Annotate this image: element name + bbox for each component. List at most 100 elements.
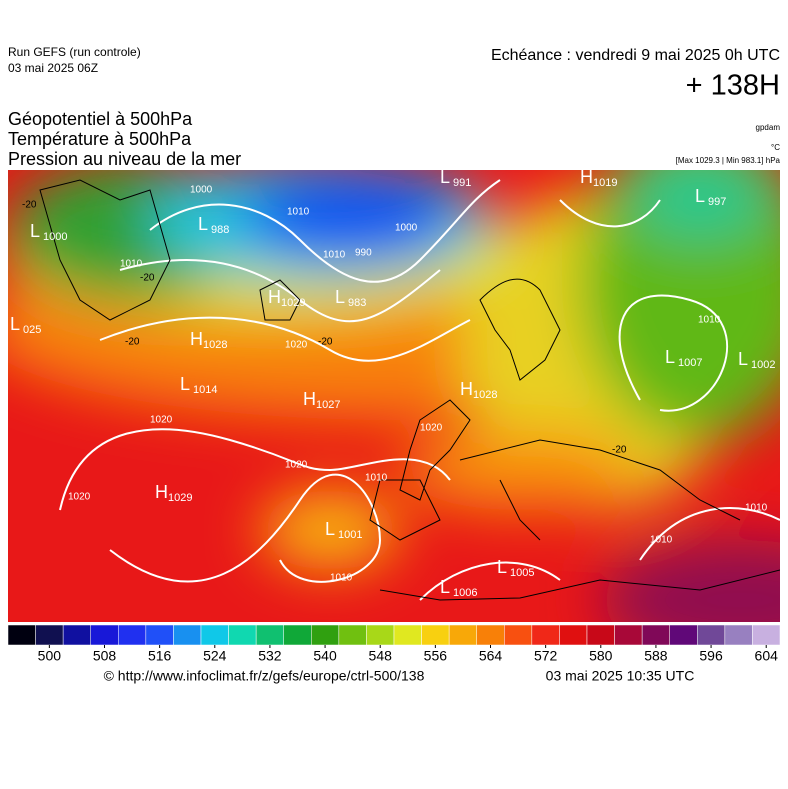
colorbar-swatch	[669, 624, 698, 646]
colorbar-swatch	[752, 624, 781, 646]
temperature-label: -20	[140, 273, 155, 284]
colorbar-swatch	[228, 624, 257, 646]
isobar-label: 1010	[365, 473, 388, 484]
colorbar-tick-label: 508	[93, 648, 117, 664]
pressure-center-letter: L	[665, 347, 675, 367]
temperature-label: -20	[612, 445, 627, 456]
pressure-center-letter: H	[303, 389, 316, 409]
pressure-center-value: 1029	[281, 297, 305, 309]
colorbar-tick-label: 596	[699, 648, 723, 664]
colorbar-swatch	[90, 624, 119, 646]
unit-label: [Max 1029.3 | Min 983.1] hPa	[676, 156, 781, 165]
unit-label: gpdam	[756, 123, 781, 132]
isobar-label: 1010	[330, 573, 353, 584]
colorbar-tick-label: 524	[203, 648, 227, 664]
isobar-label: 1020	[285, 340, 308, 351]
isobar-label: 1010	[323, 250, 346, 261]
colorbar-tick-label: 540	[313, 648, 337, 664]
colorbar-swatch	[338, 624, 367, 646]
isobar-label: 1020	[420, 423, 443, 434]
pressure-center-value: 988	[211, 224, 229, 236]
colorbar-swatch	[641, 624, 670, 646]
colorbar-tick-label: 500	[38, 648, 62, 664]
field-label: Géopotentiel à 500hPa	[8, 109, 193, 129]
pressure-center-letter: L	[497, 557, 507, 577]
colorbar-swatch	[531, 624, 560, 646]
pressure-center-value: 1007	[678, 357, 702, 369]
isobar-label: 1010	[698, 315, 721, 326]
colorbar-swatch	[200, 624, 229, 646]
pressure-center-letter: L	[180, 374, 190, 394]
pressure-center-letter: H	[190, 329, 203, 349]
pressure-center-letter: H	[268, 287, 281, 307]
isobar-label: 1010	[650, 535, 673, 546]
colorbar-swatch	[476, 624, 505, 646]
pressure-center-value: 1005	[510, 567, 534, 579]
colorbar-tick-label: 548	[369, 648, 393, 664]
pressure-center-letter: L	[10, 314, 20, 334]
pressure-center-letter: L	[335, 287, 345, 307]
colorbar-tick-label: 588	[644, 648, 668, 664]
lead-time: + 138H	[686, 70, 780, 102]
colorbar-tick-label: 604	[755, 648, 779, 664]
pressure-center-value: 1019	[593, 177, 617, 189]
pressure-center-letter: L	[738, 349, 748, 369]
colorbar-swatch	[35, 624, 64, 646]
pressure-center-value: 1029	[168, 492, 192, 504]
field-label: Température à 500hPa	[8, 129, 192, 149]
pressure-center-letter: L	[440, 167, 450, 187]
pressure-center-letter: L	[695, 186, 705, 206]
pressure-center-letter: H	[460, 379, 473, 399]
colorbar-swatch	[173, 624, 202, 646]
colorbar-swatch	[586, 624, 615, 646]
run-label: Run GEFS (run controle)	[8, 45, 141, 59]
colorbar-swatch	[118, 624, 147, 646]
isobar-label: 1010	[287, 207, 310, 218]
colorbar-tick-label: 564	[479, 648, 503, 664]
pressure-center-value: 1028	[203, 339, 227, 351]
pressure-center-value: 1001	[338, 529, 362, 541]
run-date: 03 mai 2025 06Z	[8, 61, 98, 75]
isobar-label: 1020	[150, 415, 173, 426]
temperature-label: -20	[22, 200, 37, 211]
pressure-center-letter: H	[580, 167, 593, 187]
colorbar-swatch	[145, 624, 174, 646]
colorbar-swatch	[614, 624, 643, 646]
footer-url: © http://www.infoclimat.fr/z/gefs/europe…	[104, 668, 425, 684]
isobar-label: 1000	[395, 223, 418, 234]
colorbar-tick-label: 556	[424, 648, 448, 664]
colorbar-tick-label: 532	[258, 648, 282, 664]
pressure-center-value: 1002	[751, 359, 775, 371]
isobar-label: 1020	[285, 460, 308, 471]
isobar-label: 990	[355, 248, 372, 259]
echeance: Echéance : vendredi 9 mai 2025 0h UTC	[491, 47, 780, 64]
pressure-center-letter: H	[155, 482, 168, 502]
colorbar-swatch	[504, 624, 533, 646]
map	[8, 170, 780, 622]
isobar-label: 1010	[745, 503, 768, 514]
pressure-center-value: 1028	[473, 389, 497, 401]
colorbar-swatch	[393, 624, 422, 646]
pressure-center-value: 1027	[316, 399, 340, 411]
temperature-label: -20	[125, 337, 140, 348]
colorbar-swatch	[62, 624, 91, 646]
temperature-label: -20	[318, 337, 333, 348]
isobar-label: 1000	[190, 185, 213, 196]
pressure-center-value: 1000	[43, 231, 67, 243]
colorbar-swatch	[421, 624, 450, 646]
pressure-center-value: 1014	[193, 384, 217, 396]
pressure-center-value: 983	[348, 297, 366, 309]
pressure-center-letter: L	[440, 577, 450, 597]
colorbar-swatch	[283, 624, 312, 646]
colorbar-tick-label: 572	[534, 648, 558, 664]
footer-date: 03 mai 2025 10:35 UTC	[546, 668, 695, 684]
pressure-center-value: 025	[23, 324, 41, 336]
colorbar-swatch	[697, 624, 726, 646]
pressure-center-letter: L	[325, 519, 335, 539]
colorbar-swatch	[559, 624, 588, 646]
isobar-label: 1010	[120, 259, 143, 270]
pressure-center-value: 997	[708, 196, 726, 208]
colorbar-swatch	[7, 624, 36, 646]
pressure-center-value: 1006	[453, 587, 477, 599]
